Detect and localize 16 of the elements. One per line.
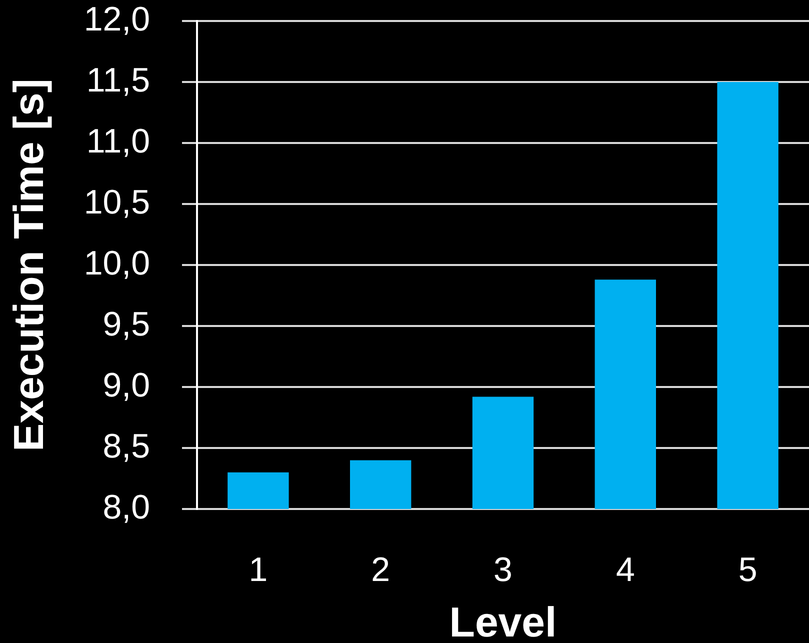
y-tick-label: 12,0 [84,0,150,38]
x-axis-title: Level [449,598,557,643]
y-tick-label: 9,5 [102,305,150,344]
x-tick-label: 5 [738,550,758,589]
y-axis-title: Execution Time [s] [4,78,52,452]
y-tick-label: 11,5 [86,61,150,100]
x-tick-label: 1 [248,550,268,589]
x-tick-label: 4 [616,550,635,589]
y-tick-label: 9,0 [102,366,150,404]
x-tick-label: 3 [494,550,512,589]
y-tick-label: 10,5 [84,183,150,222]
y-tick-label: 8,0 [102,488,150,526]
y-tick-label: 11,0 [86,122,150,160]
y-tick-label: 8,5 [102,427,150,466]
x-tick-label: 2 [371,550,390,589]
y-tick-label: 10,0 [84,244,150,282]
